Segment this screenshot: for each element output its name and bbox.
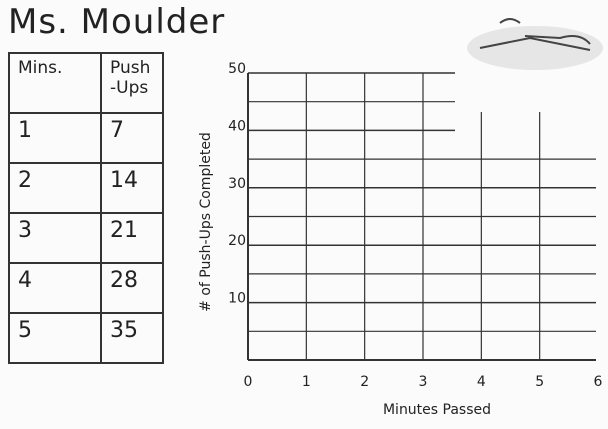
y-tick-label: 10 [228, 291, 246, 307]
x-tick-label: 1 [302, 374, 311, 390]
x-tick-label: 4 [477, 374, 486, 390]
x-tick-label: 3 [419, 374, 428, 390]
graph: # of Push-Ups Completed Minutes Passed 1… [0, 0, 608, 429]
x-tick-label: 2 [360, 374, 369, 390]
y-tick-label: 30 [228, 176, 246, 192]
y-tick-label: 20 [228, 233, 246, 249]
x-tick-label: 5 [535, 374, 544, 390]
y-axis-label: # of Push-Ups Completed [198, 132, 214, 312]
y-tick-label: 40 [228, 118, 246, 134]
worksheet: Ms. Moulder Mins. Push -Ups 172143214285… [0, 0, 608, 429]
x-tick-label: 0 [244, 374, 253, 390]
x-tick-label: 6 [594, 374, 603, 390]
y-tick-label: 50 [228, 61, 246, 77]
x-axis-label: Minutes Passed [383, 402, 491, 418]
exercise-sketch [467, 19, 603, 70]
